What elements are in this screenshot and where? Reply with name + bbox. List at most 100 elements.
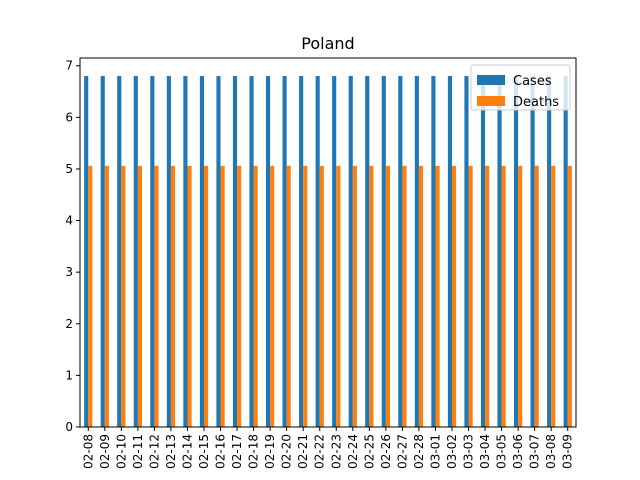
bar-cases-03-07 [530, 76, 535, 427]
bar-cases-02-20 [282, 76, 287, 427]
bar-cases-02-16 [216, 76, 221, 427]
x-tick-label: 02-23 [329, 434, 343, 469]
bar-deaths-02-18 [253, 165, 258, 428]
bar-deaths-02-15 [204, 165, 209, 428]
bar-cases-02-23 [332, 76, 337, 427]
x-tick-label: 02-19 [263, 434, 277, 469]
x-tick-label: 02-13 [164, 434, 178, 469]
bar-cases-03-02 [447, 76, 452, 427]
y-tick-label: 5 [65, 162, 73, 176]
bar-deaths-03-03 [468, 165, 473, 428]
x-tick-label: 03-04 [478, 434, 492, 469]
x-tick-label: 02-16 [214, 434, 228, 469]
x-tick-label: 02-24 [346, 434, 360, 469]
bar-cases-02-13 [166, 76, 171, 427]
x-tick-label: 02-27 [395, 434, 409, 469]
bar-cases-03-04 [480, 76, 486, 427]
y-tick-label: 0 [65, 420, 73, 434]
y-tick-label: 3 [65, 265, 73, 279]
bar-cases-03-03 [464, 76, 469, 427]
chart-title: Poland [301, 34, 354, 53]
bar-cases-02-26 [381, 76, 386, 427]
bar-deaths-03-01 [435, 165, 440, 428]
x-tick-label: 03-08 [544, 434, 558, 469]
bar-deaths-02-11 [137, 165, 142, 428]
x-tick-label: 03-01 [428, 434, 442, 469]
legend-swatch-deaths [477, 96, 505, 106]
bar-deaths-02-20 [286, 165, 291, 428]
x-tick-label: 03-02 [445, 434, 459, 469]
bar-cases-03-06 [514, 76, 519, 427]
bar-deaths-03-08 [551, 165, 556, 428]
bar-cases-02-11 [133, 76, 138, 427]
bar-cases-02-08 [84, 76, 89, 427]
bar-deaths-02-24 [352, 165, 357, 428]
bar-cases-02-22 [315, 76, 320, 427]
y-tick-label: 6 [65, 110, 73, 124]
bar-deaths-03-05 [501, 165, 506, 428]
bar-deaths-02-13 [170, 165, 176, 428]
bar-deaths-02-08 [88, 165, 93, 428]
bar-deaths-02-17 [237, 165, 242, 428]
plot-frame [79, 57, 577, 428]
bar-deaths-02-09 [104, 165, 109, 428]
x-tick-label: 02-20 [280, 434, 294, 469]
bar-deaths-02-23 [336, 165, 341, 428]
bar-cases-02-27 [398, 76, 403, 427]
bar-deaths-02-26 [385, 165, 390, 428]
bar-cases-02-21 [299, 76, 304, 427]
bar-deaths-03-06 [518, 165, 523, 428]
bar-deaths-02-27 [402, 165, 407, 428]
x-tick-label: 02-28 [412, 434, 426, 469]
legend-label-deaths: Deaths [513, 95, 559, 110]
bar-cases-02-12 [150, 76, 155, 427]
bars-group [84, 76, 572, 428]
bar-deaths-02-14 [187, 165, 192, 428]
x-tick-label: 03-09 [561, 434, 575, 469]
bar-cases-02-25 [365, 76, 370, 427]
x-tick-label: 02-10 [114, 434, 128, 469]
bar-cases-02-24 [348, 76, 353, 427]
bar-deaths-02-22 [319, 165, 324, 428]
bar-deaths-02-16 [220, 165, 225, 428]
x-tick-label: 02-21 [296, 434, 310, 469]
y-tick-label: 4 [65, 214, 73, 228]
bar-deaths-02-19 [270, 165, 275, 428]
x-tick-label: 02-09 [98, 434, 112, 469]
bar-deaths-02-28 [418, 165, 424, 428]
x-tick-label: 02-08 [81, 434, 95, 469]
bar-cases-02-10 [117, 76, 122, 427]
x-tick-label: 02-26 [379, 434, 393, 469]
x-tick-label: 03-03 [462, 434, 476, 469]
bar-cases-02-17 [232, 76, 238, 427]
bar-cases-02-15 [199, 76, 204, 427]
y-tick-label: 7 [65, 59, 73, 73]
bar-cases-03-01 [431, 76, 436, 427]
bar-deaths-03-04 [485, 165, 490, 428]
x-axis: 02-08 02-09 02-10 02-11 02-12 02-13 02-14 02-15… [81, 427, 575, 469]
bar-cases-03-08 [547, 76, 552, 427]
bar-cases-02-19 [266, 76, 271, 427]
x-tick-label: 03-06 [511, 434, 525, 469]
legend: Cases Deaths [470, 64, 571, 111]
bar-deaths-02-12 [154, 165, 159, 428]
bar-cases-02-28 [414, 76, 419, 427]
y-tick-label: 1 [65, 368, 73, 382]
x-tick-label: 02-22 [313, 434, 327, 469]
x-tick-label: 02-17 [230, 434, 244, 469]
bar-deaths-02-21 [303, 165, 308, 428]
x-tick-label: 02-25 [362, 434, 376, 469]
legend-label-cases: Cases [513, 74, 552, 89]
x-tick-label: 02-15 [197, 434, 211, 469]
x-tick-label: 02-12 [147, 434, 161, 469]
x-tick-label: 02-14 [180, 434, 194, 469]
bar-cases-02-18 [249, 76, 254, 427]
x-tick-label: 02-11 [131, 434, 145, 469]
bar-deaths-03-09 [567, 165, 572, 428]
bar-deaths-02-10 [121, 165, 126, 428]
legend-swatch-cases [477, 75, 505, 85]
bar-cases-03-09 [563, 76, 568, 427]
x-tick-label: 03-07 [528, 434, 542, 469]
y-tick-label: 2 [65, 317, 73, 331]
